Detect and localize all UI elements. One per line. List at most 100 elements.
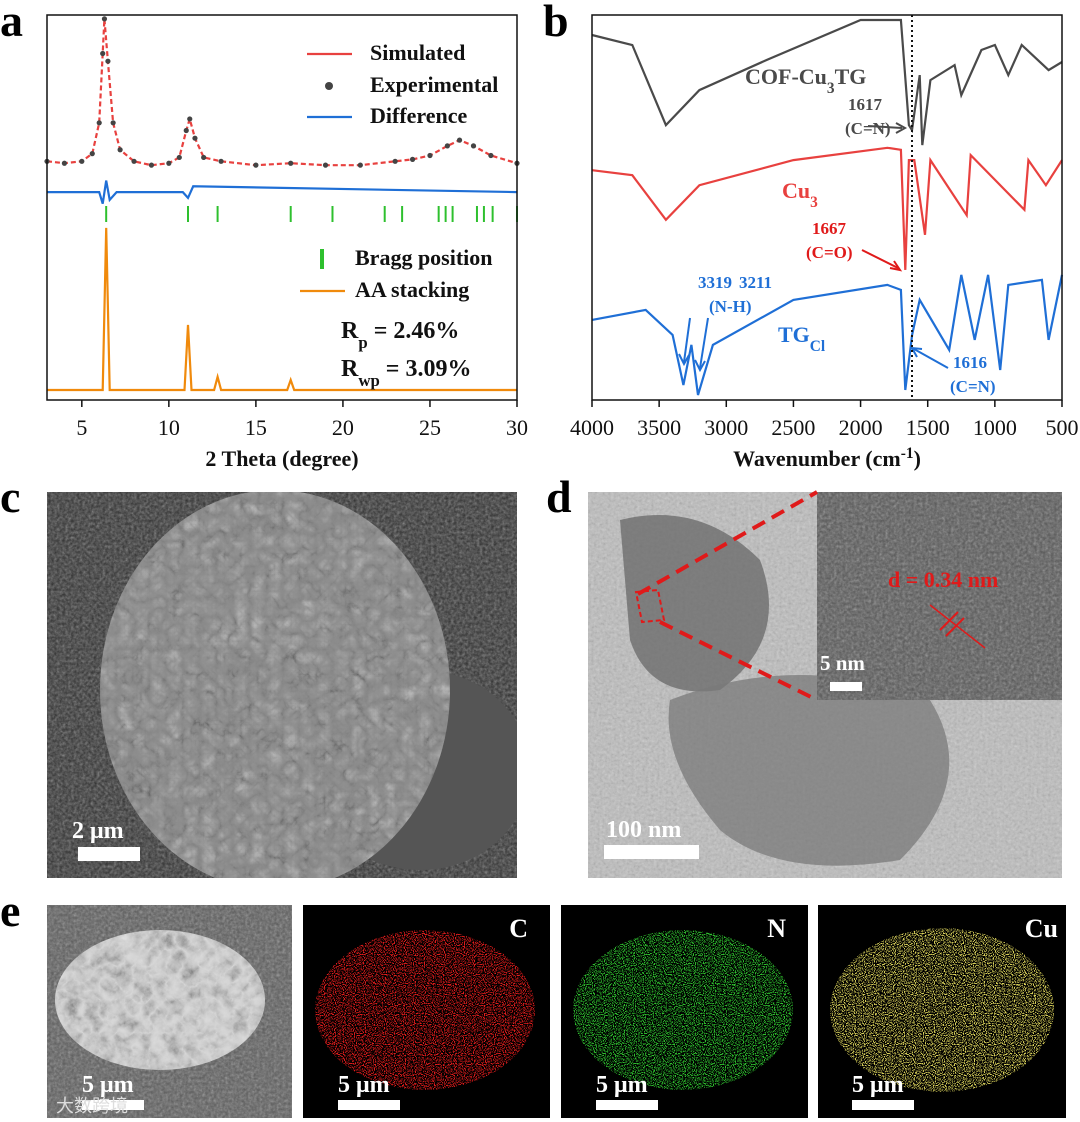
label-part: -1 bbox=[901, 445, 914, 462]
x-tick-label: 4000 bbox=[570, 415, 614, 440]
series-line bbox=[591, 18, 1063, 146]
data-point bbox=[96, 120, 102, 126]
element-label: C bbox=[509, 914, 528, 943]
sem-image bbox=[47, 492, 517, 878]
plot-frame bbox=[46, 14, 518, 401]
data-point bbox=[444, 143, 450, 149]
panel-label: a bbox=[0, 0, 23, 46]
scale-label: 5 μm bbox=[596, 1072, 648, 1098]
data-point bbox=[392, 158, 398, 164]
data-point bbox=[409, 156, 416, 162]
annotation: (N-H) bbox=[709, 297, 751, 316]
data-point bbox=[253, 162, 259, 168]
data-point bbox=[101, 16, 108, 22]
scale-bar bbox=[830, 682, 862, 691]
label-part: R bbox=[341, 318, 359, 344]
data-point bbox=[357, 162, 363, 168]
data-point bbox=[192, 135, 198, 141]
data-point bbox=[288, 160, 294, 166]
annotation: (C=O) bbox=[806, 243, 853, 262]
x-tick-label: 1500 bbox=[906, 415, 950, 440]
x-tick-label: 5 bbox=[76, 415, 87, 440]
x-axis-label: 2 Theta (degree) bbox=[205, 446, 358, 471]
label: Rwp = 3.09% bbox=[341, 356, 471, 390]
panel-label: b bbox=[543, 0, 569, 46]
annotation: (C=N) bbox=[950, 377, 996, 396]
label: Wavenumber (cm-1) bbox=[733, 445, 921, 472]
label-part: Cu bbox=[782, 178, 810, 203]
tem-image bbox=[588, 492, 1062, 878]
x-tick-label: 500 bbox=[1046, 415, 1079, 440]
data-point bbox=[131, 158, 137, 164]
label-part: TG bbox=[835, 64, 867, 89]
data-point bbox=[89, 151, 95, 157]
scale-bar bbox=[852, 1100, 914, 1110]
scale-label: 5 μm bbox=[82, 1072, 134, 1098]
label: Cu3 bbox=[782, 178, 818, 211]
x-tick-label: 2000 bbox=[839, 415, 883, 440]
x-tick-label: 10 bbox=[158, 415, 180, 440]
label-part: wp bbox=[358, 371, 379, 390]
data-point bbox=[105, 58, 111, 64]
annotation: (C=N) bbox=[845, 119, 891, 138]
spacing-label: d = 0.34 nm bbox=[888, 567, 998, 592]
x-tick-label: 3500 bbox=[637, 415, 681, 440]
label: Rp = 2.46% bbox=[341, 318, 459, 352]
data-point bbox=[183, 127, 189, 134]
data-point bbox=[322, 162, 329, 168]
label: COF-Cu3TG bbox=[745, 64, 866, 97]
legend-label: Difference bbox=[370, 103, 468, 128]
panel-label: d bbox=[546, 471, 572, 522]
plot-frame bbox=[591, 14, 1063, 401]
annotation: 1617 bbox=[848, 95, 883, 114]
x-tick-label: 15 bbox=[245, 415, 267, 440]
data-point bbox=[218, 158, 224, 164]
scale-bar bbox=[78, 847, 140, 861]
panel-label: c bbox=[0, 471, 20, 522]
scale-label: 100 nm bbox=[606, 817, 681, 843]
scale-bar bbox=[596, 1100, 658, 1110]
x-tick-label: 1000 bbox=[973, 415, 1017, 440]
scale-label: 5 μm bbox=[852, 1072, 904, 1098]
label-part: ) bbox=[914, 446, 921, 471]
data-point bbox=[201, 154, 207, 161]
data-point bbox=[110, 120, 116, 126]
zoom-lines bbox=[634, 490, 818, 702]
scale-label: 5 μm bbox=[338, 1072, 390, 1098]
x-tick-label: 30 bbox=[506, 415, 528, 440]
data-point bbox=[166, 160, 172, 166]
legend-label: Experimental bbox=[370, 72, 498, 97]
data-point bbox=[187, 116, 193, 122]
scale-label: 2 μm bbox=[72, 818, 124, 844]
label: TGCl bbox=[778, 322, 826, 355]
label-part: 3 bbox=[827, 80, 835, 97]
label-part: R bbox=[341, 356, 359, 382]
series-line bbox=[47, 227, 517, 392]
x-tick-label: 2500 bbox=[771, 415, 815, 440]
scale-bar bbox=[604, 845, 699, 859]
label-part: TG bbox=[778, 322, 810, 347]
data-point bbox=[470, 143, 477, 149]
data-point bbox=[427, 152, 433, 159]
data-point bbox=[488, 152, 494, 159]
x-tick-label: 25 bbox=[419, 415, 441, 440]
annotation: 1667 bbox=[812, 219, 847, 238]
series-line bbox=[47, 180, 518, 205]
label-part: COF-Cu bbox=[745, 64, 827, 89]
scale-bar bbox=[338, 1100, 400, 1110]
annotation: 3211 bbox=[739, 273, 772, 292]
label-part: = 2.46% bbox=[368, 318, 460, 344]
scale-bar bbox=[82, 1100, 144, 1110]
lattice-marker bbox=[929, 604, 986, 649]
annotation: 3319 bbox=[698, 273, 732, 292]
label-part: p bbox=[358, 333, 367, 352]
label-part: Cl bbox=[810, 338, 826, 355]
data-point bbox=[61, 160, 68, 166]
legend-label: Bragg position bbox=[355, 245, 493, 270]
data-point bbox=[456, 137, 463, 143]
element-label: Cu bbox=[1025, 914, 1058, 943]
element-label: N bbox=[767, 914, 786, 943]
series-line bbox=[591, 274, 1064, 396]
data-point bbox=[100, 50, 106, 57]
